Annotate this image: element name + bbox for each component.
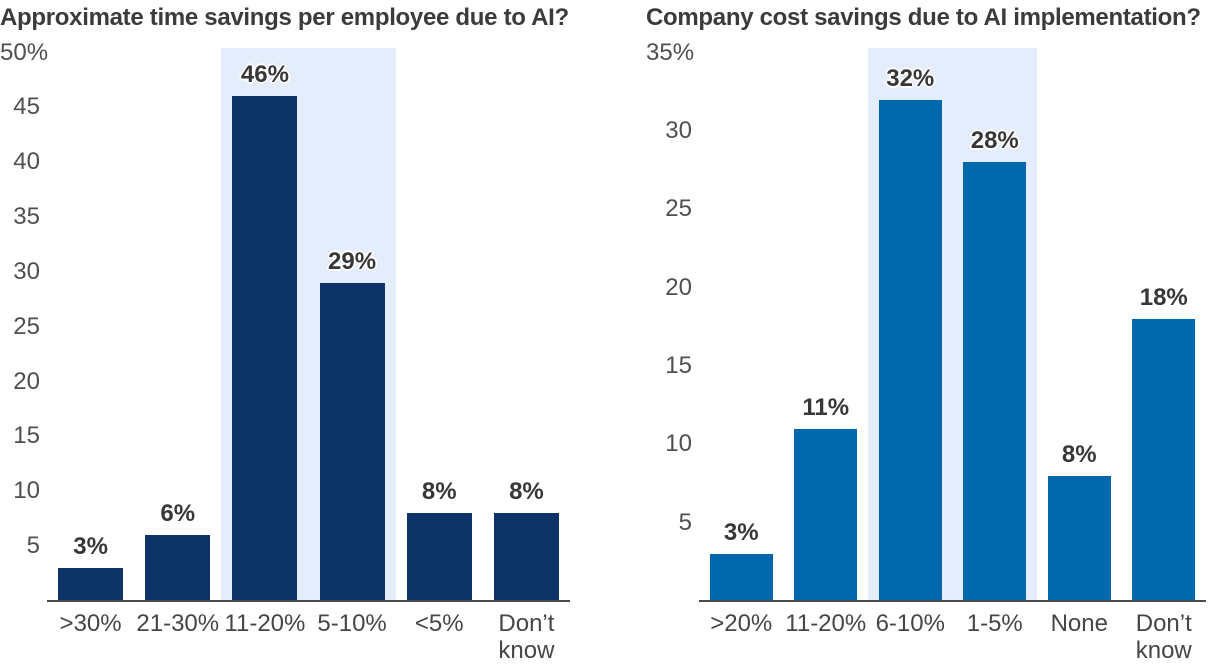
category-label-line: know: [498, 637, 555, 664]
bar-value-label: 6%: [160, 500, 196, 528]
bar-Don’t know: [493, 513, 559, 601]
y-tick-label: 30: [665, 116, 692, 144]
y-tick-label: 50%: [0, 38, 49, 66]
x-axis-line: [47, 600, 570, 602]
y-tick-label: 20: [665, 273, 692, 301]
category-label-line: 5-10%: [317, 610, 387, 637]
bar-value-label: 11%: [802, 393, 850, 421]
category-label-line: know: [1135, 637, 1192, 664]
category-label-line: 21-30%: [136, 610, 220, 637]
bar-value-label: 29%: [328, 247, 377, 275]
category-label-line: >20%: [710, 610, 773, 637]
x-axis-line: [699, 600, 1206, 602]
bar-Don’t know: [1132, 318, 1196, 601]
category-label-Don’t know: Don’t know: [498, 610, 554, 664]
category-label-<5%: <5%: [415, 610, 464, 637]
category-label->20%: >20%: [710, 610, 772, 637]
category-label-line: 11-20%: [785, 610, 867, 637]
category-label-6-10%: 6-10%: [876, 610, 945, 637]
y-tick-label: 40: [13, 148, 40, 176]
category-label-line: None: [1050, 610, 1108, 637]
y-tick-label: 15: [665, 351, 692, 379]
bar-11-20%: [794, 428, 858, 601]
bar-value-label: 3%: [723, 519, 759, 546]
bar-21-30%: [145, 535, 211, 601]
y-tick-label: 45: [13, 93, 40, 121]
y-tick-label: 5: [26, 532, 40, 560]
bar->30%: [58, 568, 124, 601]
bar-value-label: 18%: [1139, 283, 1188, 311]
bar-value-label: 8%: [1061, 440, 1097, 468]
y-tick-label: 35: [13, 203, 40, 231]
chart-time-savings: Approximate time savings per employee du…: [0, 4, 570, 664]
category-label-Don’t know: Don’t know: [1136, 610, 1192, 664]
y-tick-label: 25: [13, 312, 40, 340]
y-tick-label: 10: [13, 477, 40, 505]
category-label-line: 11-20%: [224, 610, 306, 637]
category-label-11-20%: 11-20%: [785, 610, 866, 637]
bar-value-label: 28%: [970, 127, 1019, 155]
y-tick-label: 35%: [646, 38, 695, 66]
bar-value-label: 32%: [886, 64, 935, 92]
category-label-line: 6-10%: [875, 610, 945, 637]
bar-None: [1047, 475, 1111, 601]
category-label-5-10%: 5-10%: [317, 610, 386, 637]
chart-title: Company cost savings due to AI implement…: [646, 4, 1201, 31]
category-label-line: >30%: [59, 610, 122, 637]
category-label-line: Don’t: [1135, 610, 1192, 637]
category-label-11-20%: 11-20%: [224, 610, 305, 637]
y-tick-label: 5: [678, 508, 692, 536]
category-label-21-30%: 21-30%: [136, 610, 219, 637]
y-tick-label: 10: [665, 430, 692, 458]
chart-title: Approximate time savings per employee du…: [0, 4, 569, 31]
category-label->30%: >30%: [60, 610, 122, 637]
y-tick-label: 30: [13, 257, 40, 285]
category-label-line: Don’t: [498, 610, 555, 637]
bar-6-10%: [878, 99, 942, 601]
bar->20%: [709, 554, 773, 601]
x-axis-category-labels: >30% 21-30% 11-20% 5-10% <5% Don’t know: [47, 610, 570, 664]
bar-11-20%: [232, 96, 298, 601]
bar-value-label: 46%: [240, 61, 289, 89]
plot-area: 3% 11% 32% 28% 8% 18%: [699, 48, 1206, 602]
category-label-line: 1-5%: [966, 610, 1023, 637]
y-tick-label: 15: [13, 422, 40, 450]
x-axis-category-labels: >20% 11-20% 6-10% 1-5% None Don’t know: [699, 610, 1206, 664]
plot-area: 3% 6% 46% 29% 8% 8%: [47, 48, 570, 602]
bar-value-label: 3%: [73, 533, 108, 561]
y-tick-label: 20: [13, 367, 40, 395]
bar-5-10%: [319, 282, 385, 601]
category-label-line: <5%: [414, 610, 464, 637]
bar-value-label: 8%: [509, 478, 544, 506]
bar-1-5%: [963, 162, 1027, 601]
y-tick-label: 25: [665, 195, 692, 223]
chart-cost-savings: Company cost savings due to AI implement…: [646, 0, 1216, 664]
category-label-None: None: [1051, 610, 1108, 637]
bar-<5%: [406, 513, 472, 601]
bar-value-label: 8%: [421, 478, 457, 506]
category-label-1-5%: 1-5%: [967, 610, 1023, 637]
